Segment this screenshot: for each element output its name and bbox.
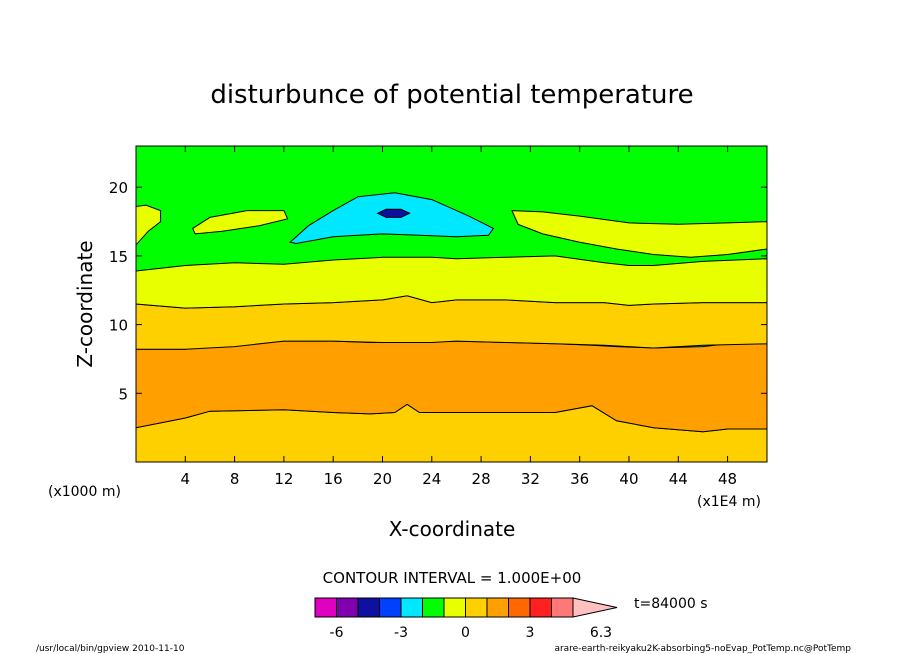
- contour-band-3: [135, 255, 768, 309]
- colorbar-tick-label: -6: [330, 625, 344, 641]
- x-unit-label: (x1E4 m): [697, 494, 761, 510]
- colorbar-ticks: -6 -3 0 3 6.3: [330, 625, 613, 641]
- y-axis-ticks: 5 10 15 20: [109, 179, 767, 403]
- colorbar-box-1: [336, 597, 359, 618]
- footer-right: arare-earth-reikyaku2K-absorbing5-noEvap…: [554, 644, 851, 654]
- x-tick-label: 48: [718, 470, 737, 488]
- x-tick-label: 4: [181, 470, 191, 488]
- colorbar-box-8: [486, 597, 509, 618]
- contour-region-2: [511, 210, 768, 258]
- colorbar-box-10: [529, 597, 552, 618]
- contour-region-1: [192, 210, 289, 235]
- x-tick-label: 28: [472, 470, 491, 488]
- colorbar: [314, 597, 618, 618]
- colorbar-box-4: [400, 597, 423, 618]
- y-tick-label: 10: [109, 317, 128, 335]
- colorbar-box-0: [314, 597, 337, 618]
- colorbar-tick-label: -3: [394, 625, 408, 641]
- x-tick-label: 44: [669, 470, 688, 488]
- x-tick-label: 12: [274, 470, 293, 488]
- time-label: t=84000 s: [634, 596, 708, 612]
- x-tick-label: 24: [422, 470, 441, 488]
- colorbar-box-9: [508, 597, 531, 618]
- colorbar-arrow: [572, 597, 618, 618]
- contour-regions: [135, 192, 768, 258]
- colorbar-box-2: [357, 597, 380, 618]
- colorbar-box-6: [443, 597, 466, 618]
- colorbar-box-3: [379, 597, 402, 618]
- colorbar-box-5: [422, 597, 445, 618]
- y-tick-label: 20: [109, 179, 128, 197]
- x-tick-label: 40: [619, 470, 638, 488]
- plot-frame: [135, 145, 768, 463]
- x-axis-ticks: 4 8 12 16 20 24 28 32 36 40 44 48: [181, 146, 737, 488]
- colorbar-tick-label: 3: [526, 625, 535, 641]
- colorbar-box-7: [465, 597, 488, 618]
- x-tick-label: 20: [373, 470, 392, 488]
- colorbar-box-11: [551, 597, 574, 618]
- y-tick-label: 15: [109, 248, 128, 266]
- footer-left: /usr/local/bin/gpview 2010-11-10: [36, 644, 185, 654]
- x-tick-label: 36: [570, 470, 589, 488]
- colorbar-tick-label: 6.3: [590, 625, 612, 641]
- x-tick-label: 8: [230, 470, 240, 488]
- y-tick-label: 5: [118, 385, 128, 403]
- colorbar-tick-label: 0: [461, 625, 470, 641]
- x-axis-label: X-coordinate: [389, 517, 516, 541]
- contour-region-4: [376, 208, 411, 218]
- contour-region-3: [289, 192, 495, 245]
- y-unit-label: (x1000 m): [48, 484, 121, 500]
- x-tick-label: 16: [324, 470, 343, 488]
- contour-interval-label: CONTOUR INTERVAL = 1.000E+00: [323, 569, 582, 587]
- chart-title: disturbunce of potential temperature: [210, 80, 693, 110]
- y-axis-label: Z-coordinate: [73, 240, 97, 367]
- contour-bands: [135, 255, 768, 463]
- plot-area: [135, 145, 768, 463]
- x-tick-label: 32: [521, 470, 540, 488]
